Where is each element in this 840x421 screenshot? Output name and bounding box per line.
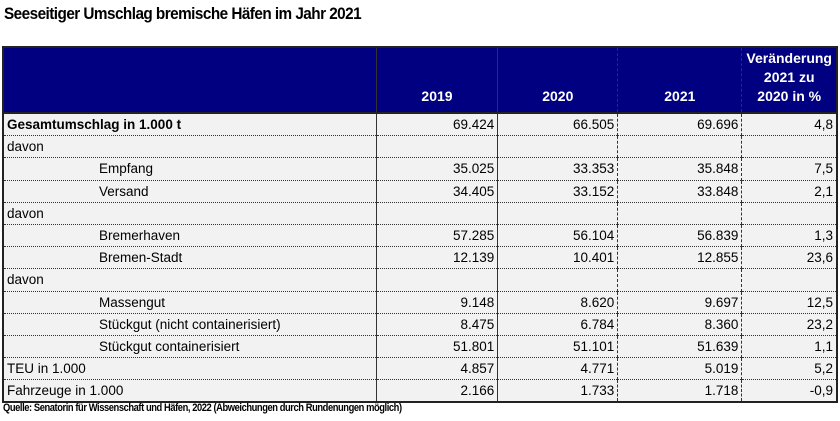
value-2019 [376,268,499,292]
value-change: 12,5 [741,291,837,314]
value-change [741,268,837,292]
header-2021: 2021 [617,47,743,113]
value-2021: 35.848 [617,157,743,181]
table-row: Bremerhaven 57.285 56.104 56.839 1,3 [3,224,837,248]
value-2021 [617,268,743,292]
value-2019: 4.857 [376,357,499,381]
value-2020: 8.620 [497,291,619,314]
table-row: Gesamtumschlag in 1.000 t 69.424 66.505 69.… [3,112,837,137]
value-2019: 2.166 [376,379,499,403]
value-change: 23,6 [741,246,837,270]
table-row: Stückgut containerisiert 51.801 51.101 51.6… [3,335,837,359]
table-row: Fahrzeuge in 1.000 2.166 1.733 1.718 -0,9 [3,379,837,403]
value-2020: 66.505 [497,112,619,137]
value-2021: 5.019 [617,357,743,381]
row-label: Bremen-Stadt [3,246,377,270]
value-2020 [497,135,619,159]
value-2021: 51.639 [617,335,743,359]
header-change: Veränderung 2021 zu 2020 in % [741,47,837,113]
value-2019: 12.139 [376,246,499,270]
value-2020: 1.733 [497,379,619,403]
table-row: davon [3,268,837,292]
header-row: 2019 2020 2021 Veränderung 2021 zu 2020 … [3,47,837,113]
value-change: -0,9 [741,379,837,403]
value-2020: 51.101 [497,335,619,359]
row-label: Gesamtumschlag in 1.000 t [3,112,377,137]
row-label: Massengut [3,291,377,314]
value-change: 23,2 [741,313,837,336]
value-2020: 56.104 [497,224,619,248]
value-2021 [617,202,743,225]
value-change: 7,5 [741,157,837,181]
data-table: 2019 2020 2021 Veränderung 2021 zu 2020 … [2,46,838,404]
row-label: davon [3,135,377,159]
value-2021 [617,135,743,159]
value-2020: 4.771 [497,357,619,381]
row-label: Stückgut containerisiert [3,335,377,359]
value-change: 1,3 [741,224,837,248]
value-2019: 8.475 [376,313,499,336]
row-label: Bremerhaven [3,224,377,248]
value-2020 [497,268,619,292]
header-2020: 2020 [497,47,619,113]
value-2019: 69.424 [376,112,499,137]
value-change [741,135,837,159]
value-change: 1,1 [741,335,837,359]
value-2019: 35.025 [376,157,499,181]
value-2019 [376,135,499,159]
value-change: 5,2 [741,357,837,381]
table-row: Empfang 35.025 33.353 35.848 7,5 [3,157,837,181]
row-label: Fahrzeuge in 1.000 [3,379,377,403]
table-title: Seeseitiger Umschlag bremische Häfen im … [4,4,362,23]
value-2020: 33.353 [497,157,619,181]
row-label: TEU in 1.000 [3,357,377,381]
header-2019: 2019 [376,47,499,113]
value-change: 4,8 [741,112,837,137]
value-2019: 34.405 [376,180,499,203]
value-2021: 9.697 [617,291,743,314]
source-note: Quelle: Senatorin für Wissenschaft und H… [3,402,402,414]
value-2019: 51.801 [376,335,499,359]
table-row: TEU in 1.000 4.857 4.771 5.019 5,2 [3,357,837,381]
table-row: Massengut 9.148 8.620 9.697 12,5 [3,291,837,314]
table-row: Versand 34.405 33.152 33.848 2,1 [3,180,837,203]
table-row: Stückgut (nicht containerisiert) 8.475 6.7… [3,313,837,336]
header-label [3,47,377,113]
value-2021: 8.360 [617,313,743,336]
value-2020: 33.152 [497,180,619,203]
value-2021: 33.848 [617,180,743,203]
row-label: Empfang [3,157,377,181]
value-2019 [376,202,499,225]
row-label: davon [3,202,377,225]
value-2020: 6.784 [497,313,619,336]
row-label: Versand [3,180,377,203]
table-row: Bremen-Stadt 12.139 10.401 12.855 23,6 [3,246,837,270]
value-2021: 56.839 [617,224,743,248]
value-change: 2,1 [741,180,837,203]
value-2021: 69.696 [617,112,743,137]
value-2019: 57.285 [376,224,499,248]
value-2019: 9.148 [376,291,499,314]
value-2020: 10.401 [497,246,619,270]
value-2021: 12.855 [617,246,743,270]
value-2020 [497,202,619,225]
value-2021: 1.718 [617,379,743,403]
table-row: davon [3,202,837,225]
row-label: Stückgut (nicht containerisiert) [3,313,377,336]
value-change [741,202,837,225]
row-label: davon [3,268,377,292]
table-row: davon [3,135,837,159]
